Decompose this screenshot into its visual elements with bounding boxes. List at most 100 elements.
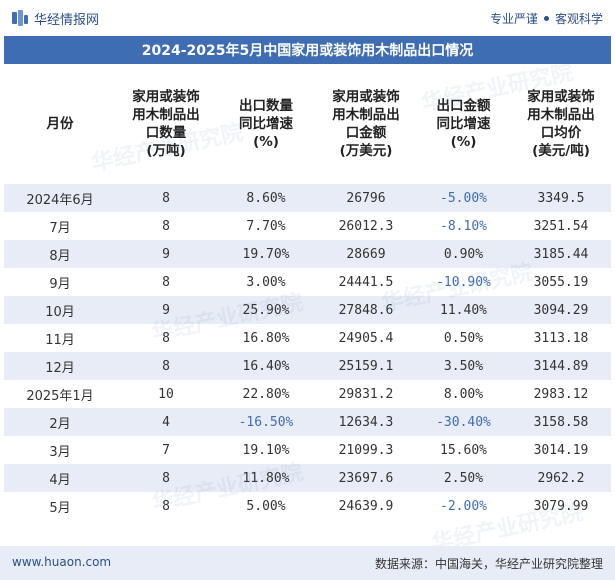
cell-quantity-yoy: 25.90%: [242, 302, 290, 318]
brand-logo-icon: [12, 10, 28, 26]
cell-amount-yoy: -30.40%: [436, 414, 491, 430]
cell-amount: 27848.6: [338, 302, 394, 318]
cell-amount: 24905.4: [338, 330, 394, 346]
table-row: 8月 9 19.70% 28669 0.90% 3185.44: [4, 240, 611, 268]
header-line: 用木制品出: [132, 107, 200, 123]
header-line: 出口数量: [239, 98, 293, 114]
cell-quantity-yoy: 3.00%: [246, 274, 286, 290]
cell-amount: 21099.3: [338, 442, 394, 458]
header-line: 出口金额: [436, 98, 491, 114]
cell-amount: 24639.9: [338, 498, 394, 514]
header-line: 用木制品出: [332, 107, 400, 123]
cell-avg-price: 3349.5: [537, 190, 585, 206]
cell-quantity: 8: [162, 358, 170, 374]
cell-amount-yoy: 0.90%: [443, 246, 484, 262]
cell-quantity-yoy: 19.70%: [242, 246, 290, 262]
cell-amount-yoy: -8.10%: [440, 218, 487, 234]
cell-amount: 12634.3: [338, 414, 394, 430]
cell-amount-yoy: 8.00%: [443, 386, 484, 402]
header-line: 口金额: [345, 125, 387, 141]
table-row: 2024年6月 8 8.60% 26796 -5.00% 3349.5: [4, 184, 611, 212]
cell-amount: 26796: [346, 190, 386, 206]
header-month: 月份: [4, 64, 116, 184]
cell-month: 4月: [49, 472, 71, 488]
tagline: 专业严谨 客观科学: [490, 8, 603, 28]
table-row: 12月 8 16.40% 25159.1 3.50% 3144.89: [4, 352, 611, 380]
cell-amount-yoy: 11.40%: [440, 302, 487, 318]
cell-quantity: 10: [158, 386, 174, 402]
cell-amount-yoy: 15.60%: [440, 442, 487, 458]
cell-avg-price: 2962.2: [537, 470, 585, 486]
cell-quantity-yoy: 7.70%: [246, 218, 286, 234]
header-line: 用木制品出: [527, 107, 595, 123]
cell-amount-yoy: 0.50%: [443, 330, 484, 346]
cell-avg-price: 3185.44: [533, 246, 589, 262]
cell-amount-yoy: -5.00%: [440, 190, 487, 206]
header-line: (%): [253, 134, 279, 150]
table-row: 11月 8 16.80% 24905.4 0.50% 3113.18: [4, 324, 611, 352]
cell-amount: 25159.1: [338, 358, 394, 374]
tagline-left: 专业严谨: [489, 11, 538, 26]
cell-quantity: 8: [162, 498, 170, 514]
dot-icon: [543, 15, 549, 21]
header-line: 同比增速: [239, 116, 293, 132]
header-quantity: 家用或装饰 用木制品出 口数量 (万吨): [116, 64, 216, 184]
cell-month: 11月: [45, 332, 75, 348]
cell-amount: 26012.3: [338, 218, 394, 234]
cell-quantity-yoy: 5.00%: [246, 498, 286, 514]
cell-quantity-yoy: -16.50%: [238, 414, 294, 430]
cell-amount: 28669: [346, 246, 386, 262]
cell-quantity-yoy: 22.80%: [242, 386, 290, 402]
cell-month: 5月: [49, 500, 71, 516]
header-line: (美元/吨): [532, 143, 590, 159]
cell-month: 10月: [45, 304, 75, 320]
header-line: 口数量: [145, 125, 187, 141]
cell-amount-yoy: 2.50%: [443, 470, 484, 486]
table-row: 7月 8 7.70% 26012.3 -8.10% 3251.54: [4, 212, 611, 240]
table-header: 月份 家用或装饰 用木制品出 口数量 (万吨) 出口数量 同比增速 (%) 家用或装饰 用木制品出…: [4, 64, 611, 184]
brand: 华经情报网: [12, 8, 99, 28]
cell-month: 2月: [49, 416, 71, 432]
cell-avg-price: 3055.19: [533, 274, 589, 290]
cell-quantity: 8: [162, 470, 170, 486]
cell-quantity: 4: [162, 414, 170, 430]
header-avg-price: 家用或装饰 用木制品出 口均价 (美元/吨): [511, 64, 611, 184]
cell-amount-yoy: 3.50%: [443, 358, 484, 374]
table-row: 10月 9 25.90% 27848.6 11.40% 3094.29: [4, 296, 611, 324]
brand-name: 华经情报网: [34, 12, 100, 28]
cell-quantity: 7: [162, 442, 170, 458]
cell-amount: 23697.6: [338, 470, 394, 486]
cell-amount: 24441.5: [338, 274, 394, 290]
cell-amount: 29831.2: [338, 386, 394, 402]
cell-avg-price: 3113.18: [533, 330, 589, 346]
cell-avg-price: 3094.29: [533, 302, 589, 318]
cell-avg-price: 3079.99: [533, 498, 589, 514]
cell-month: 8月: [49, 248, 71, 264]
cell-quantity-yoy: 19.10%: [242, 442, 290, 458]
header-line: 月份: [46, 116, 74, 132]
header-line: 家用或装饰: [527, 89, 595, 105]
header-quantity-yoy: 出口数量同比增速 (%): [216, 64, 316, 184]
cell-avg-price: 3014.19: [533, 442, 589, 458]
cell-quantity: 9: [162, 302, 170, 318]
cell-month: 2024年6月: [26, 192, 94, 208]
table-body: 2024年6月 8 8.60% 26796 -5.00% 3349.5 7月 8 7.70% 26…: [4, 184, 611, 520]
cell-avg-price: 3158.58: [533, 414, 589, 430]
header-line: 家用或装饰: [132, 89, 200, 105]
header-amount-yoy: 出口金额 同比增速 (%): [416, 64, 511, 184]
cell-quantity-yoy: 16.80%: [242, 330, 290, 346]
cell-quantity: 8: [162, 274, 170, 290]
table-row: 2月 4 -16.50% 12634.3 -30.40% 3158.58: [4, 408, 611, 436]
cell-month: 2025年1月: [26, 388, 94, 404]
cell-month: 9月: [49, 276, 71, 292]
table-row: 3月 7 19.10% 21099.3 15.60% 3014.19: [4, 436, 611, 464]
cell-quantity: 8: [162, 218, 170, 234]
table-title: 2024-2025年5月中国家用或装饰用木制品出口情况: [141, 43, 474, 59]
table-row: 4月 8 11.80% 23697.6 2.50% 2962.2: [4, 464, 611, 492]
cell-quantity: 8: [162, 190, 170, 206]
header-amount: 家用或装饰 用木制品出 口金额 (万美元): [316, 64, 416, 184]
header-line: (%): [450, 134, 477, 150]
cell-month: 7月: [49, 220, 71, 236]
tagline-right: 客观科学: [554, 11, 603, 26]
footer-site-link[interactable]: www.huaon.com: [12, 555, 112, 569]
